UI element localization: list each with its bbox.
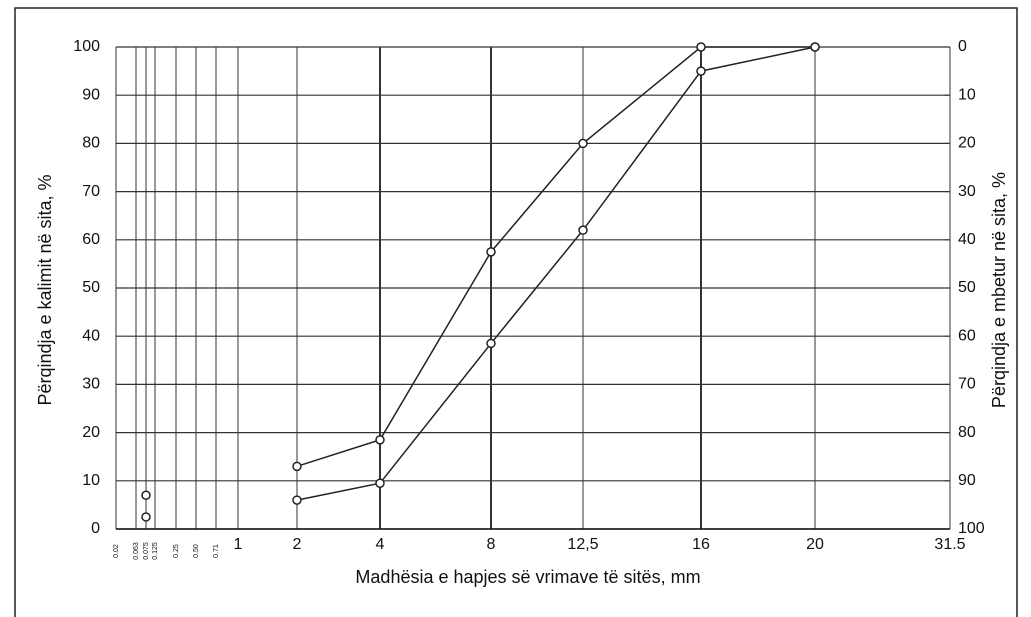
- y-tick-label: 40: [82, 327, 100, 344]
- point: [375, 478, 385, 488]
- y2-tick-label: 60: [958, 327, 976, 344]
- x-tick-label: 4: [376, 536, 385, 553]
- y2-tick-label: 30: [958, 183, 976, 200]
- y2-tick-label: 50: [958, 279, 976, 296]
- x-axis-label: Madhësia e hapjes së vrimave të sitës, m…: [355, 567, 700, 587]
- x-tick-label: 0.71: [213, 544, 220, 558]
- y2-tick-label: 90: [958, 472, 976, 489]
- point: [696, 42, 706, 52]
- y2-axis-label: Përqindja e mbetur në sita, %: [989, 172, 1009, 408]
- point: [486, 338, 496, 349]
- point: [486, 247, 496, 257]
- point: [696, 66, 706, 76]
- point: [292, 495, 302, 505]
- x-tick-label: 16: [692, 536, 710, 553]
- y2-tick-label: 100: [958, 520, 985, 537]
- y2-tick-label: 80: [958, 424, 976, 441]
- y2-tick-label: 20: [958, 135, 976, 152]
- y2-tick-label: 10: [958, 86, 976, 103]
- y-tick-label: 100: [73, 38, 100, 55]
- series-line: [296, 46, 816, 501]
- point: [141, 512, 151, 522]
- y-tick-label: 0: [91, 520, 100, 537]
- y-tick-label: 60: [82, 231, 100, 248]
- x-tick-label: 1: [234, 536, 243, 553]
- x-tick-label: 0.063: [133, 542, 140, 560]
- x-tick-label: 12,5: [567, 536, 598, 553]
- x-tick-label: 0.02: [113, 544, 120, 558]
- point: [375, 435, 385, 445]
- y-tick-label: 20: [82, 424, 100, 441]
- x-tick-label: 8: [487, 536, 496, 553]
- y-tick-label: 80: [82, 135, 100, 152]
- y-tick-label: 30: [82, 376, 100, 393]
- y-tick-label: 50: [82, 279, 100, 296]
- y2-tick-label: 40: [958, 231, 976, 248]
- x-tick-label: 31.5: [934, 536, 965, 553]
- y-tick-label: 10: [82, 472, 100, 489]
- point: [578, 138, 588, 149]
- series-line: [296, 46, 815, 468]
- x-tick-label: 0.25: [173, 544, 180, 558]
- y-tick-label: 70: [82, 183, 100, 200]
- point: [578, 225, 588, 235]
- y2-tick-label: 70: [958, 376, 976, 393]
- frame: [14, 7, 1018, 617]
- x-tick-label: 0.125: [152, 542, 159, 560]
- x-tick-label: 0.075: [143, 542, 150, 560]
- point: [141, 490, 151, 501]
- y-axis-label: Përqindja e kalimit në sita, %: [35, 174, 55, 405]
- x-tick-label: 20: [806, 536, 824, 553]
- point: [810, 42, 820, 52]
- x-tick-label: 2: [293, 536, 302, 553]
- x-tick-label: 0.50: [193, 544, 200, 558]
- y2-tick-label: 0: [958, 38, 967, 55]
- point: [292, 461, 302, 472]
- y-tick-label: 90: [82, 86, 100, 103]
